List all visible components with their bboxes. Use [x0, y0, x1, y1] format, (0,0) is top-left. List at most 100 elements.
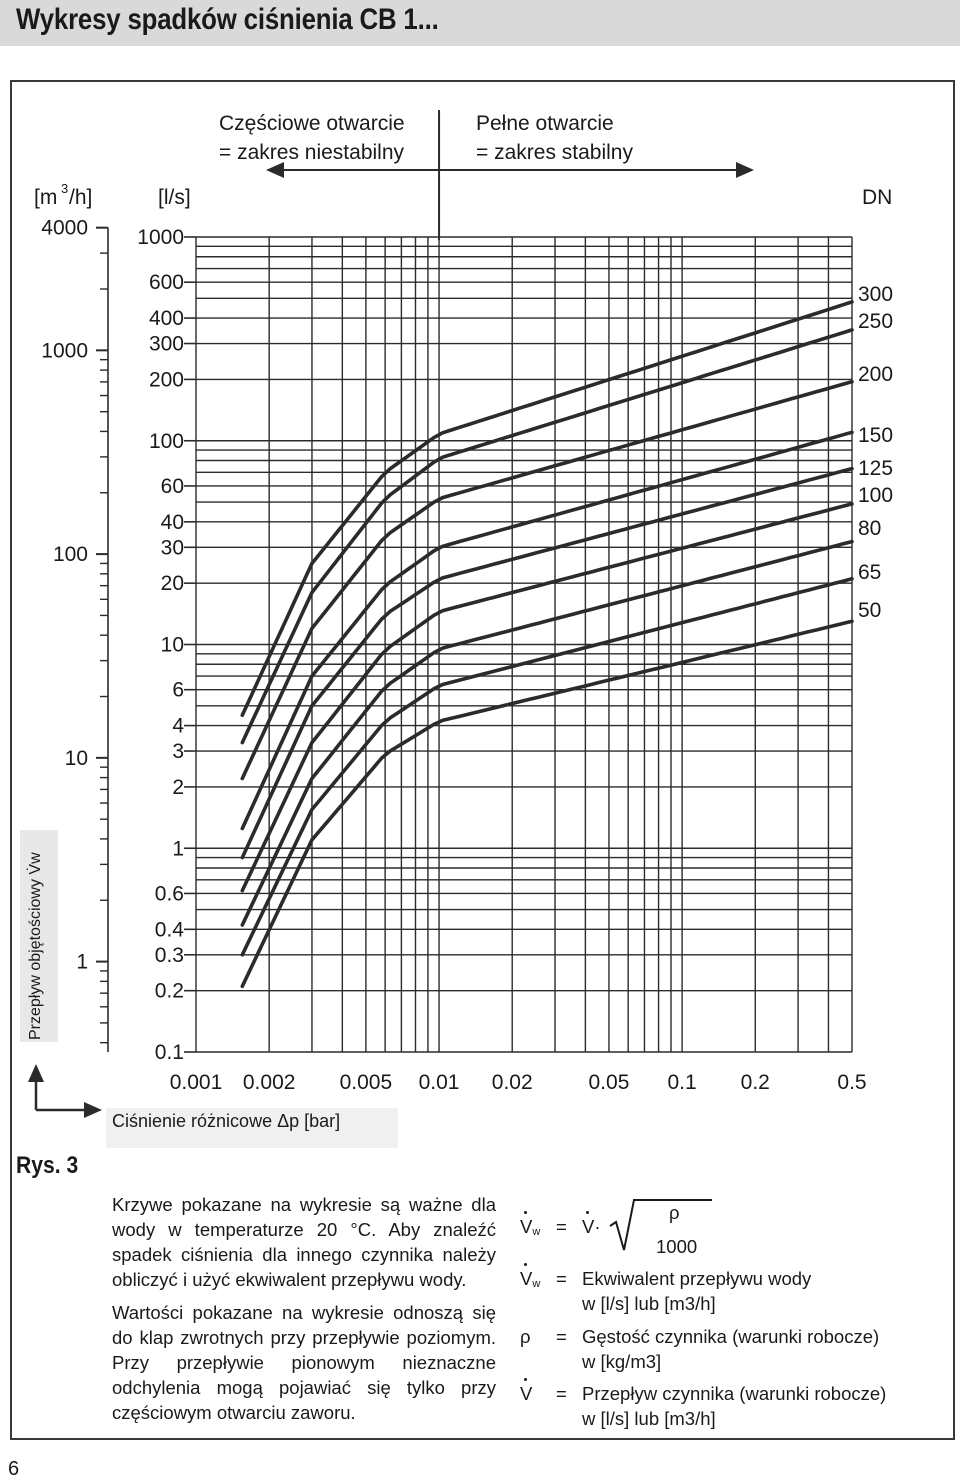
dn-label-65: 65 [858, 561, 881, 584]
dn-label-100: 100 [858, 484, 893, 507]
curve-dn-300 [240, 300, 854, 718]
zone-arrow-left-head [266, 162, 284, 178]
legend-symbol-v-wrap: V [520, 1378, 554, 1406]
dn-label-125: 125 [858, 457, 893, 480]
y-tick-label-ls: 20 [161, 572, 184, 595]
zone-partial-subtitle: = zakres niestabilny [219, 141, 405, 164]
y-axis-label: Przepływ objętościowy V̇w [26, 852, 44, 1040]
y-tick-label-ls: 1000 [137, 226, 184, 249]
legend-symbol-v2: V [520, 1378, 533, 1404]
zone-full-subtitle: = zakres stabilny [476, 141, 633, 164]
curve-dn-200 [240, 379, 854, 781]
y-tick-label-ls: 1 [172, 837, 184, 860]
note-paragraph-2: Wartości pokazane na wykresie odnoszą si… [112, 1302, 496, 1423]
y-tick-label-ls: 0.3 [155, 944, 184, 967]
formula-lhs-sub: w [532, 1226, 541, 1238]
zone-full-title: Pełne otwarcie [476, 112, 614, 135]
curve-dn-50 [240, 619, 854, 989]
y-tick-label-ls: 30 [161, 536, 184, 559]
curve-dn-65 [240, 576, 854, 957]
dn-label-150: 150 [858, 424, 893, 447]
legend-def-rho-line1: Gęstość czynnika (warunki robocze) [582, 1326, 880, 1347]
y-tick-label-m3h: 1000 [41, 339, 88, 362]
y-tick-label-m3h: 10 [65, 747, 88, 770]
unit-ls-label: [l/s] [158, 186, 191, 209]
dn-label-250: 250 [858, 310, 893, 333]
formula-rhs-v: V· [582, 1211, 601, 1237]
y-tick-label-ls: 200 [149, 368, 184, 391]
figure-label: Rys. 3 [16, 1152, 79, 1179]
legend-def-v: Przepływ czynnika (warunki robocze) w [l/… [582, 1381, 942, 1431]
y-tick-label-ls: 6 [172, 679, 184, 702]
dn-label-200: 200 [858, 363, 893, 386]
x-axis-arrow-head [84, 1102, 102, 1118]
legend-def-v-line1: Przepływ czynnika (warunki robocze) [582, 1383, 887, 1404]
x-tick-label: 0.005 [340, 1071, 393, 1094]
curve-dn-250 [240, 328, 854, 745]
unit-m3h-label: [m [34, 186, 57, 209]
curve-dn-80 [240, 539, 854, 927]
x-tick-label: 0.5 [837, 1071, 866, 1094]
y-tick-label-ls: 2 [172, 776, 184, 799]
legend-equals: = [556, 1268, 567, 1289]
curve-dn-150 [240, 430, 854, 831]
page-number: 6 [8, 1458, 20, 1480]
zone-arrow-right-head [736, 162, 754, 178]
x-tick-label: 0.05 [589, 1071, 630, 1094]
y-tick-label-ls: 600 [149, 271, 184, 294]
y-tick-label-ls: 400 [149, 307, 184, 330]
x-tick-label: 0.1 [668, 1071, 697, 1094]
legend-def-rho-line2: w [kg/m3] [582, 1351, 662, 1372]
formula-lhs-symbol: V [520, 1211, 533, 1237]
y-tick-label-ls: 4 [172, 715, 184, 738]
y-tick-label-ls: 0.1 [155, 1041, 184, 1064]
figure-frame [10, 80, 955, 1440]
legend-symbol-rho: ρ [520, 1326, 531, 1347]
formula-rhs: V· [582, 1211, 601, 1239]
legend-symbol-vw: Vw [520, 1263, 554, 1297]
legend-def-vw-line2: w [l/s] lub [m3/h] [582, 1293, 716, 1314]
xlabel-background [106, 1108, 398, 1148]
ylabel-background [20, 830, 58, 1042]
dn-label-50: 50 [858, 599, 881, 622]
y-tick-label-ls: 0.2 [155, 980, 184, 1003]
y-tick-label-ls: 300 [149, 333, 184, 356]
curve-dn-125 [240, 466, 854, 860]
y-tick-label-ls: 0.6 [155, 882, 184, 905]
legend-def-v-line2: w [l/s] lub [m3/h] [582, 1408, 716, 1429]
unit-m3h-sup: 3 [61, 181, 68, 196]
y-tick-label-ls: 60 [161, 475, 184, 498]
y-tick-label-ls: 10 [161, 634, 184, 657]
x-tick-label: 0.2 [741, 1071, 770, 1094]
legend-def-vw: Ekwiwalent przepływu wody w [l/s] lub [m3… [582, 1266, 942, 1316]
legend-def-rho: Gęstość czynnika (warunki robocze) w [kg/… [582, 1324, 942, 1374]
x-tick-label: 0.002 [243, 1071, 296, 1094]
legend-equals: = [556, 1383, 567, 1404]
formula-numerator: ρ [669, 1202, 680, 1223]
sqrt-sign [609, 1199, 712, 1251]
formula-equals: = [556, 1216, 567, 1237]
formula-lhs: Vw [520, 1211, 554, 1245]
notes: Krzywe pokazane na wykresie są ważne dla… [112, 1192, 496, 1433]
dn-label-80: 80 [858, 517, 881, 540]
zone-partial-title: Częściowe otwarcie [219, 112, 405, 135]
x-tick-label: 0.02 [492, 1071, 533, 1094]
legend-symbol-v: V [520, 1263, 533, 1289]
y-tick-label-ls: 100 [149, 430, 184, 453]
dn-label: DN [862, 186, 892, 209]
curve-dn-100 [240, 502, 854, 893]
y-axis-arrow-head [28, 1064, 44, 1082]
dn-label-300: 300 [858, 283, 893, 306]
page-header: Wykresy spadków ciśnienia CB 1... [0, 0, 960, 46]
x-tick-label: 0.01 [419, 1071, 460, 1094]
note-paragraph-1: Krzywe pokazane na wykresie są ważne dla… [112, 1194, 496, 1290]
formula-denominator: 1000 [656, 1236, 698, 1257]
unit-m3h-label-tail: /h] [69, 186, 92, 209]
y-tick-label-m3h: 4000 [41, 217, 88, 240]
legend-def-vw-line1: Ekwiwalent przepływu wody [582, 1268, 812, 1289]
legend-symbol-sub: w [532, 1278, 541, 1290]
page-title: Wykresy spadków ciśnienia CB 1... [16, 3, 439, 36]
legend-equals: = [556, 1326, 567, 1347]
y-tick-label-ls: 40 [161, 511, 184, 534]
